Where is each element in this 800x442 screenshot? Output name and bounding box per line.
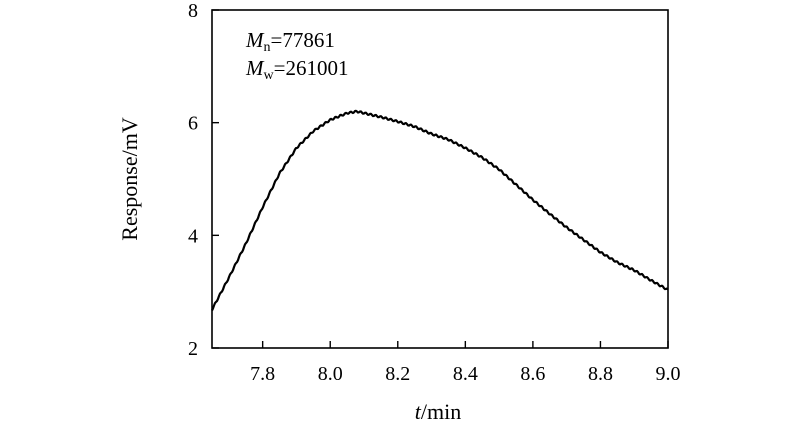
- mn-annotation: Mn=77861: [245, 28, 335, 55]
- y-axis: 2 4 6 8: [188, 0, 219, 360]
- x-tick-label: 8.0: [318, 363, 343, 385]
- x-axis-title: t/min: [415, 399, 461, 424]
- y-tick-label: 6: [188, 113, 198, 135]
- x-axis: 7.8 8.0 8.2 8.4 8.6 8.8 9.0: [250, 341, 681, 385]
- x-tick-label: 8.8: [588, 363, 613, 385]
- x-tick-label: 9.0: [656, 363, 681, 385]
- x-tick-label: 8.2: [385, 363, 410, 385]
- y-tick-label: 8: [188, 0, 198, 22]
- y-axis-title: Response/mV: [117, 117, 142, 241]
- x-tick-label: 7.8: [250, 363, 275, 385]
- mw-annotation: Mw=261001: [245, 56, 348, 83]
- series-line: [211, 109, 669, 311]
- plot-frame: [211, 9, 669, 349]
- x-tick-label: 8.6: [520, 363, 545, 385]
- y-tick-label: 2: [188, 338, 198, 360]
- x-tick-label: 8.4: [453, 363, 478, 385]
- y-tick-label: 4: [188, 225, 198, 247]
